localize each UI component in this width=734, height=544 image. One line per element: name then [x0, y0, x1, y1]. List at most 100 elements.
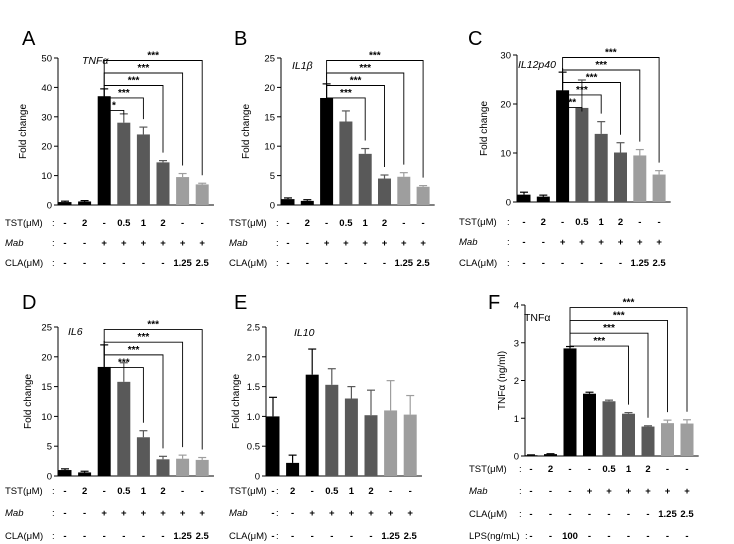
condition-value: + — [309, 508, 315, 519]
y-tick-label: 25 — [264, 54, 275, 65]
condition-value: - — [542, 258, 545, 269]
bar — [364, 415, 378, 476]
condition-value: - — [103, 486, 106, 497]
condition-value: - — [646, 531, 649, 542]
condition-value: + — [101, 508, 107, 519]
bar — [286, 462, 300, 476]
condition-value: - — [568, 509, 571, 520]
y-tick-label: 0 — [47, 472, 52, 483]
condition-value: - — [350, 531, 353, 542]
condition-value: 2 — [160, 218, 165, 229]
condition-value: 0.5 — [575, 217, 589, 228]
condition-value: - — [658, 217, 661, 228]
condition-value: - — [588, 509, 591, 520]
y-tick-label: 20 — [264, 83, 275, 94]
condition-value: 1.25 — [631, 258, 650, 269]
condition-row-label: TST(μM) — [229, 218, 267, 229]
condition-value: - — [549, 531, 552, 542]
bar — [136, 134, 150, 205]
significance-bracket — [103, 84, 164, 153]
significance-label: *** — [359, 63, 371, 74]
condition-value: - — [63, 258, 66, 269]
condition-value: 1.25 — [395, 258, 414, 269]
condition-row-label: TST(μM) — [5, 218, 43, 229]
condition-row-label: Mab — [469, 486, 487, 497]
significance-label: * — [112, 100, 116, 111]
condition-value: - — [666, 464, 669, 475]
condition-value: 1 — [626, 464, 632, 475]
condition-value: - — [103, 531, 106, 542]
condition-value: - — [666, 531, 669, 542]
condition-value: + — [141, 508, 147, 519]
condition-value: - — [627, 531, 630, 542]
significance-label: *** — [118, 358, 130, 369]
y-tick-label: 2.5 — [247, 323, 260, 334]
significance-bracket — [562, 68, 641, 142]
bar — [266, 416, 280, 476]
bar — [195, 184, 209, 205]
significance-label: *** — [118, 88, 130, 99]
significance-label: *** — [138, 63, 150, 74]
panel-letter: A — [22, 28, 36, 50]
condition-value: + — [101, 238, 107, 249]
bar — [614, 152, 627, 202]
condition-value: 0.5 — [117, 486, 131, 497]
bar — [320, 97, 334, 205]
y-tick-label: 10 — [41, 412, 52, 423]
condition-value: + — [199, 238, 205, 249]
condition-value: - — [311, 531, 314, 542]
y-tick-label: 15 — [41, 382, 52, 393]
gene-label: IL1β — [292, 60, 313, 72]
condition-value: + — [160, 508, 166, 519]
significance-bracket — [326, 79, 366, 141]
condition-colon: : — [52, 258, 55, 269]
bar — [78, 472, 92, 476]
condition-value: - — [522, 217, 525, 228]
condition-value: - — [291, 508, 294, 519]
significance-label: *** — [350, 75, 362, 86]
condition-value: + — [343, 238, 349, 249]
bar — [78, 201, 92, 205]
condition-value: - — [83, 531, 86, 542]
condition-value: - — [646, 509, 649, 520]
condition-value: - — [181, 218, 184, 229]
bar — [544, 454, 557, 456]
significance-label: *** — [593, 336, 605, 347]
condition-value: - — [529, 509, 532, 520]
condition-value: - — [286, 258, 289, 269]
condition-value: - — [588, 531, 591, 542]
gene-label: IL10 — [294, 327, 315, 339]
condition-value: 2 — [82, 218, 87, 229]
condition-value: - — [286, 218, 289, 229]
condition-value: - — [344, 258, 347, 269]
condition-value: + — [420, 238, 426, 249]
bar — [117, 381, 131, 476]
condition-value: - — [580, 258, 583, 269]
condition-row-label: TST(μM) — [5, 486, 43, 497]
bar — [403, 414, 417, 476]
condition-value: - — [561, 258, 564, 269]
condition-colon: : — [276, 218, 279, 229]
y-axis-title: Fold change — [479, 101, 490, 156]
bar — [556, 90, 570, 202]
condition-value: + — [665, 486, 671, 497]
condition-value: - — [619, 258, 622, 269]
condition-value: 1.25 — [173, 531, 192, 542]
condition-value: 2 — [305, 218, 310, 229]
y-axis-title: Fold change — [23, 374, 34, 429]
bar — [633, 155, 647, 202]
significance-label: *** — [603, 323, 615, 334]
condition-value: 2 — [541, 217, 546, 228]
condition-value: - — [330, 531, 333, 542]
y-tick-label: 40 — [41, 83, 52, 94]
condition-row-label: TST(μM) — [469, 464, 507, 475]
condition-value: - — [389, 486, 392, 497]
condition-value: 1 — [349, 486, 355, 497]
y-tick-label: 5 — [47, 442, 52, 453]
y-tick-label: 25 — [41, 323, 52, 334]
condition-value: 2.5 — [416, 258, 430, 269]
panel-e: E IL10 Fold change 0 0.5 1.0 1.5 2.0 2.5 TST(μM):… — [229, 292, 422, 542]
condition-value: 1 — [599, 217, 605, 228]
y-tick-label: 4 — [514, 301, 519, 312]
